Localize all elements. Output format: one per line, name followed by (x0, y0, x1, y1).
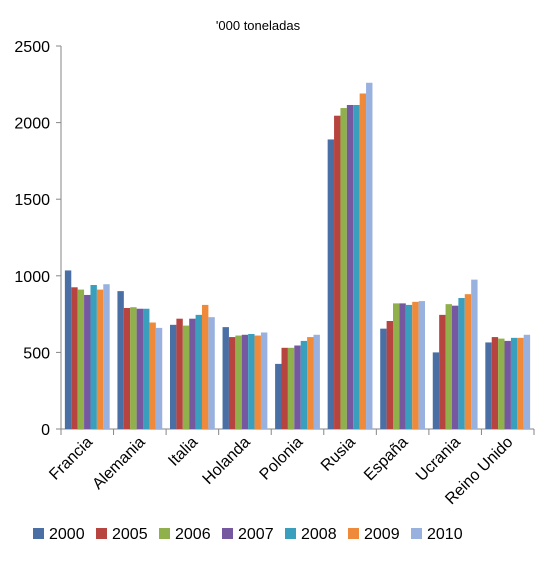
bar-2005-polonia (281, 347, 288, 429)
legend-swatch (285, 528, 296, 539)
y-tick-label: 1000 (14, 269, 50, 286)
bar-2007-polonia (294, 345, 301, 429)
bar-2008-españa (405, 304, 413, 429)
bar-2009-alemania (149, 322, 156, 429)
bar-2009-francia (96, 289, 104, 429)
y-tick-label: 0 (41, 422, 50, 439)
bar-2005-holanda (228, 337, 236, 429)
bar-2010-reino-unido (523, 334, 531, 429)
legend-label: 2005 (112, 526, 148, 543)
bar-2005-reino-unido (491, 337, 499, 429)
bars-group (64, 82, 531, 430)
bar-2010-alemania (155, 327, 163, 429)
bar-2000-alemania (117, 291, 124, 429)
bar-2007-alemania (136, 308, 144, 429)
y-tick-label: 500 (23, 345, 50, 362)
chart-title: '000 toneladas (216, 18, 301, 33)
bar-2005-ucrania (439, 314, 446, 429)
bar-2006-rusia (340, 108, 347, 430)
bar-2007-españa (399, 303, 406, 429)
legend-swatch (222, 528, 233, 539)
bar-2008-italia (195, 314, 202, 429)
bar-2000-francia (64, 270, 72, 429)
bar-2007-rusia (346, 104, 354, 430)
legend-swatch (159, 528, 170, 539)
bar-2009-italia (201, 304, 209, 429)
bar-2008-rusia (353, 104, 360, 430)
bar-2005-alemania (123, 307, 131, 429)
legend-label: 2000 (49, 526, 85, 543)
legend-swatch (96, 528, 107, 539)
bar-2006-holanda (235, 335, 242, 429)
bar-2010-rusia (366, 82, 373, 429)
x-tick-label: Italia (165, 434, 201, 470)
bar-2008-alemania (143, 308, 150, 429)
y-axis: 0 500 1000 1500 2000 2500 (14, 39, 62, 439)
bar-2007-italia (189, 318, 196, 429)
bar-2006-polonia (287, 347, 295, 429)
bar-2000-españa (380, 328, 387, 429)
legend-label: 2010 (427, 526, 463, 543)
legend-label: 2008 (301, 526, 337, 543)
bar-2009-polonia (307, 337, 314, 429)
bar-2009-españa (412, 301, 419, 429)
bar-2010-italia (208, 317, 215, 429)
bar-2005-rusia (334, 115, 341, 430)
legend-label: 2009 (364, 526, 400, 543)
bar-2010-polonia (313, 334, 320, 429)
x-tick-label: Francia (46, 434, 96, 484)
bar-2010-francia (103, 284, 110, 429)
bar-2007-ucrania (451, 305, 459, 429)
bar-2000-rusia (327, 139, 335, 429)
bar-2006-francia (77, 289, 85, 429)
bar-2006-alemania (130, 307, 137, 429)
legend: 2000 2005 2006 2007 2008 2009 2010 (33, 526, 463, 543)
bar-2006-italia (182, 325, 190, 429)
y-tick-label: 2500 (14, 39, 50, 56)
bar-2007-reino-unido (504, 340, 511, 429)
legend-label: 2006 (175, 526, 211, 543)
bar-2006-españa (393, 303, 400, 429)
bar-2009-reino-unido (517, 337, 524, 429)
x-tick-label: Polonia (257, 434, 307, 484)
bar-2000-ucrania (432, 352, 440, 429)
bar-2007-holanda (241, 334, 249, 429)
bar-2006-reino-unido (498, 338, 505, 429)
legend-swatch (348, 528, 359, 539)
bar-2008-holanda (248, 334, 255, 429)
bar-2010-holanda (260, 332, 268, 429)
bar-2007-francia (84, 294, 91, 429)
bar-2008-polonia (300, 340, 308, 429)
bar-2008-reino-unido (510, 337, 518, 429)
bar-2000-polonia (275, 363, 282, 429)
x-tick-label: Ucrania (413, 434, 464, 485)
bar-2006-ucrania (445, 304, 452, 429)
x-tick-label: España (361, 434, 411, 484)
bar-2008-ucrania (458, 298, 465, 429)
bar-2005-francia (71, 287, 78, 429)
legend-swatch (33, 528, 44, 539)
bar-2000-reino-unido (485, 342, 492, 429)
bar-2005-italia (176, 318, 183, 429)
bar-2010-ucrania (471, 279, 478, 429)
bar-2009-ucrania (464, 294, 472, 429)
bar-2009-holanda (254, 335, 261, 429)
x-tick-label: Holanda (200, 434, 254, 488)
y-tick-label: 1500 (14, 192, 50, 209)
x-tick-label: Alemania (89, 434, 148, 493)
y-tick-label: 2000 (14, 116, 50, 133)
x-tick-label: Rusia (318, 434, 359, 475)
bar-2010-españa (418, 301, 426, 429)
legend-swatch (411, 528, 422, 539)
bar-2000-italia (169, 324, 177, 429)
legend-label: 2007 (238, 526, 274, 543)
bar-2005-españa (386, 320, 394, 429)
bar-2009-rusia (359, 93, 367, 429)
bar-2000-holanda (222, 327, 229, 429)
bar-2008-francia (90, 284, 97, 429)
